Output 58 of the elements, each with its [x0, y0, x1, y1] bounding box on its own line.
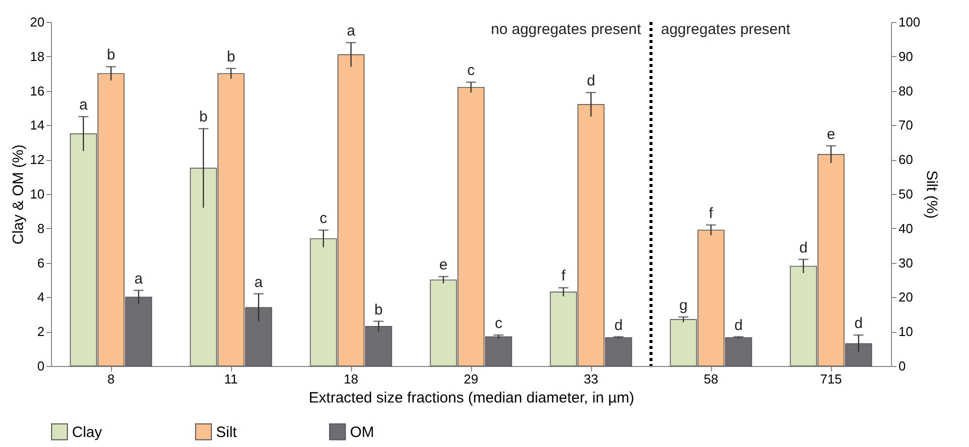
y2-tick-label: 60 — [898, 152, 913, 168]
legend-label: Clay — [72, 424, 103, 441]
y-tick-label: 14 — [30, 118, 44, 133]
data-label: d — [734, 316, 743, 334]
x-tick-label: 58 — [704, 372, 718, 386]
data-label: a — [79, 96, 88, 114]
x-axis-title: Extracted size fractions (median diameter, in µm) — [308, 390, 634, 406]
data-label: d — [854, 315, 863, 332]
data-label: c — [494, 315, 503, 332]
legend-label: Silt — [216, 424, 238, 441]
data-label: b — [106, 46, 116, 64]
y2-tick-label: 80 — [898, 83, 913, 98]
data-label: a — [254, 274, 264, 291]
data-label: b — [199, 108, 208, 126]
data-label: b — [226, 48, 236, 66]
data-label: f — [561, 268, 566, 285]
x-tick-label: 29 — [464, 372, 478, 386]
y-tick-label: 18 — [30, 48, 44, 64]
data-label: d — [799, 239, 808, 256]
y2-axis-title: Silt (%) — [923, 170, 940, 219]
data-label: d — [614, 316, 623, 334]
data-label: d — [586, 72, 596, 90]
y-tick-label: 0 — [37, 358, 44, 374]
data-label: a — [346, 22, 356, 40]
y-tick-label: 6 — [37, 255, 44, 270]
x-tick-label: 11 — [224, 372, 238, 386]
y-tick-label: 2 — [37, 324, 44, 340]
y2-tick-label: 40 — [898, 220, 913, 236]
data-label: b — [374, 301, 383, 318]
y-tick-label: 16 — [30, 83, 44, 98]
data-label: e — [439, 256, 448, 274]
y2-tick-label: 50 — [898, 186, 913, 202]
y2-tick-label: 30 — [898, 255, 913, 270]
y2-tick-label: 90 — [898, 48, 913, 64]
annotation: aggregates present — [661, 21, 792, 38]
y-tick-label: 20 — [30, 14, 44, 30]
y2-tick-label: 70 — [898, 118, 913, 133]
annotation: no aggregates present — [490, 21, 642, 38]
data-label: e — [826, 126, 836, 143]
x-tick-label: 33 — [584, 372, 598, 386]
data-label: c — [467, 62, 476, 80]
y-axis-title: Clay & OM (%) — [10, 144, 28, 245]
y2-tick-label: 20 — [898, 290, 913, 305]
x-tick-label: 8 — [107, 372, 115, 386]
x-tick-label: 18 — [344, 372, 358, 386]
y2-tick-label: 0 — [898, 358, 906, 374]
y-tick-label: 12 — [30, 152, 44, 168]
x-tick-label: 715 — [820, 372, 842, 386]
data-label: g — [679, 296, 688, 314]
y-tick-label: 8 — [37, 220, 44, 236]
y-tick-label: 4 — [37, 290, 44, 305]
data-label: f — [708, 204, 714, 222]
y2-tick-label: 100 — [898, 14, 920, 30]
y2-tick-label: 10 — [898, 324, 913, 340]
legend-label: OM — [350, 424, 374, 441]
y-tick-label: 10 — [30, 186, 44, 202]
data-label: a — [134, 270, 144, 288]
data-label: c — [320, 210, 328, 228]
